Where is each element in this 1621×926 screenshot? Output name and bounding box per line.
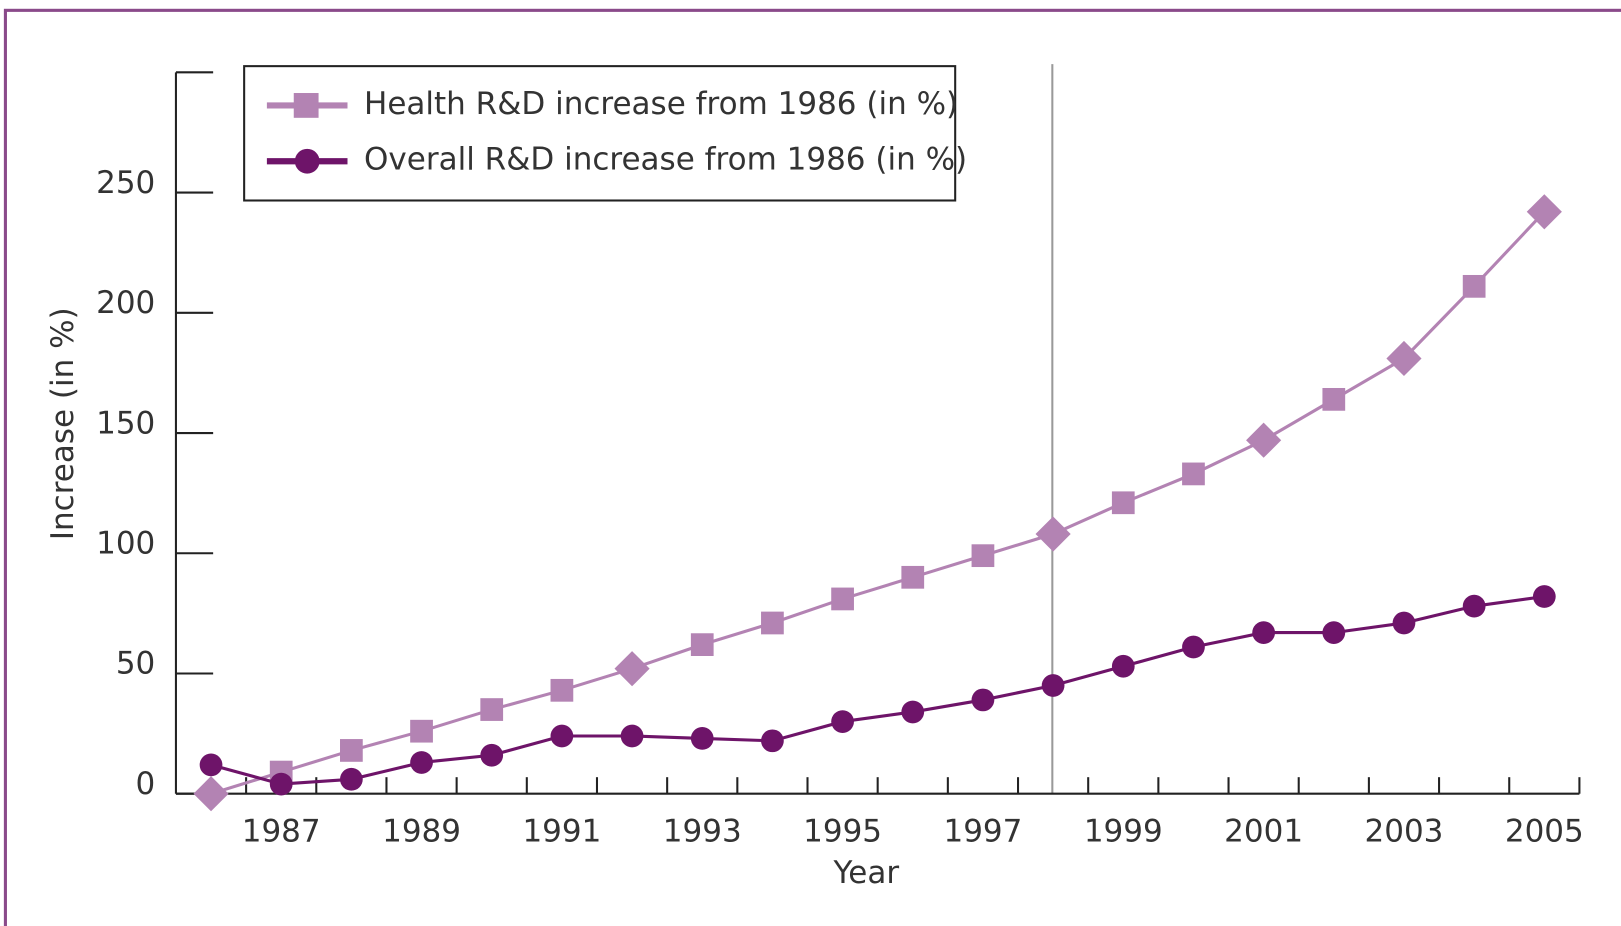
y-axis-label: Increase (in %) [45,307,81,540]
series-line [210,595,1545,786]
x-tick-label: 1989 [382,813,461,849]
marker [1182,462,1205,486]
marker [614,651,650,687]
marker [1386,340,1422,377]
marker [410,719,433,743]
y-tick-label: 200 [96,285,155,321]
marker [690,633,714,656]
y-tick-label: 0 [136,766,156,802]
marker [1111,654,1135,678]
legend [243,65,957,202]
x-tick-label: 1993 [663,813,742,849]
marker [410,751,433,774]
marker [480,743,504,767]
legend-label: Health R&D increase from 1986 (in %) [364,86,958,122]
marker [340,767,363,791]
marker [269,772,293,796]
x-tick-label: 2001 [1224,813,1303,849]
y-tick-label: 50 [116,646,155,682]
marker [901,700,925,724]
marker [1035,516,1071,552]
marker [761,729,784,753]
x-axis-label: Year [832,855,899,891]
x-tick-label: 1987 [242,813,321,849]
marker [831,710,854,733]
marker [340,739,363,762]
marker [1111,491,1135,515]
y-tick-label: 250 [96,165,155,201]
marker [1392,611,1416,635]
marker [1322,621,1346,644]
marker [1532,585,1556,608]
marker [971,688,995,712]
marker [971,544,995,568]
marker [1182,635,1205,659]
marker [690,727,714,750]
x-tick-label: 2005 [1505,813,1584,849]
marker [831,587,854,611]
frame [3,8,1621,926]
legend-marker [294,148,320,174]
marker [620,724,644,748]
x-tick-label: 2003 [1365,813,1444,849]
marker [199,753,223,777]
marker [1526,194,1562,230]
marker [1041,674,1065,697]
series-line [210,210,1546,796]
x-tick-label: 1999 [1084,813,1163,849]
marker [1462,594,1486,618]
legend-marker [293,93,319,118]
marker [901,565,925,589]
x-tick-label: 1995 [803,813,882,849]
x-tick-label: 1991 [522,813,601,849]
marker [550,724,574,748]
x-tick-label: 1997 [943,813,1022,849]
marker [193,776,229,812]
marker [1252,621,1275,644]
marker [761,611,784,635]
marker [1322,387,1346,411]
y-tick-label: 100 [96,525,155,561]
legend-label: Overall R&D increase from 1986 (in %) [364,142,967,178]
marker [480,698,504,721]
marker [1462,274,1486,298]
marker [1246,422,1282,458]
marker [550,678,574,702]
y-tick-label: 150 [96,405,155,441]
